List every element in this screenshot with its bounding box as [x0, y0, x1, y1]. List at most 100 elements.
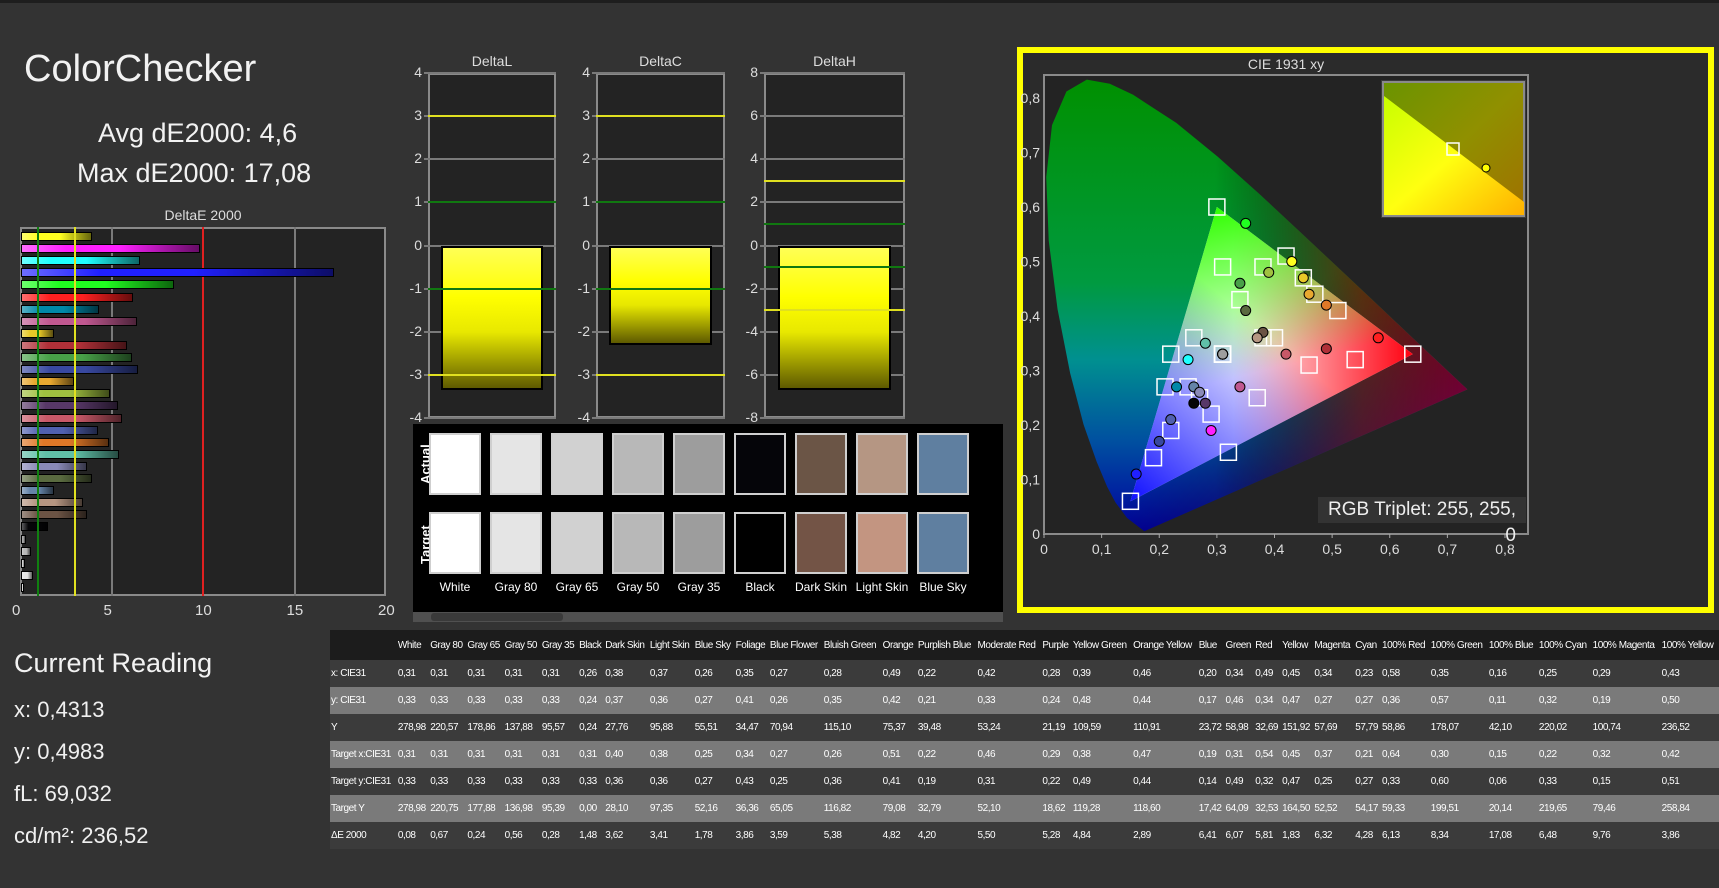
actual-swatch[interactable]	[612, 433, 664, 495]
table-cell: 0,15	[1488, 749, 1507, 760]
actual-point[interactable]	[1263, 266, 1275, 278]
table-cell: 1,83	[1282, 830, 1300, 841]
deltae-bar-purplish-blue	[21, 425, 98, 435]
actual-point[interactable]	[1234, 381, 1246, 393]
actual-point[interactable]	[1171, 381, 1183, 393]
actual-point[interactable]	[1199, 337, 1211, 349]
table-cell: 258,84	[1661, 803, 1690, 814]
table-cell: 64,09	[1225, 803, 1249, 814]
table-cell: 0,60	[1430, 776, 1449, 787]
actual-point[interactable]	[1240, 305, 1252, 317]
table-cell: 6,13	[1382, 830, 1400, 841]
table-cell: 0,48	[1072, 695, 1091, 706]
actual-point[interactable]	[1130, 468, 1142, 480]
actual-point[interactable]	[1320, 299, 1332, 311]
actual-point[interactable]	[1280, 348, 1292, 360]
actual-point[interactable]	[1286, 256, 1298, 267]
actual-swatch[interactable]	[490, 433, 542, 495]
actual-swatch[interactable]	[673, 433, 725, 495]
table-cell: 0,37	[1314, 749, 1333, 760]
table-cell: 0,45	[1282, 749, 1300, 760]
table-cell: 137,88	[504, 722, 533, 733]
target-point	[1231, 290, 1249, 309]
table-cell: 52,16	[694, 803, 718, 814]
actual-point[interactable]	[1251, 332, 1263, 344]
table-cell: 0,22	[917, 668, 936, 679]
top-bar	[0, 0, 1719, 3]
table-cell: 27,76	[605, 722, 629, 733]
table-cell: 0,14	[1198, 776, 1217, 787]
target-swatch[interactable]	[917, 512, 969, 574]
actual-point[interactable]	[1188, 397, 1200, 409]
deltae-bar-orange	[21, 437, 110, 447]
gridline	[592, 158, 725, 161]
actual-point[interactable]	[1153, 435, 1165, 447]
scrollbar-thumb[interactable]	[431, 613, 563, 621]
actual-point[interactable]	[1303, 288, 1315, 300]
target-swatch[interactable]	[673, 512, 725, 574]
table-cell: 2,89	[1133, 830, 1151, 841]
table-cell: 0,49	[882, 668, 901, 679]
table-cell: 5,38	[823, 830, 842, 841]
column-header: 100% Blue	[1488, 639, 1534, 651]
x-tick-label: 0,8	[1495, 541, 1515, 557]
actual-point[interactable]	[1182, 354, 1194, 366]
table-cell: 0,15	[1592, 776, 1611, 787]
x-tick-label: 0	[1040, 541, 1048, 557]
actual-swatch[interactable]	[551, 433, 603, 495]
y-tick-label: -3	[409, 365, 422, 382]
table-cell: 109,59	[1072, 722, 1101, 733]
target-swatch[interactable]	[490, 512, 542, 574]
table-cell: 65,05	[769, 803, 793, 814]
deltae-bar-magenta	[21, 316, 137, 326]
actual-point[interactable]	[1165, 414, 1177, 426]
table-cell: 116,82	[823, 803, 852, 814]
y-tick-label: 0,6	[1021, 199, 1041, 215]
x-tick-label: 0,4	[1265, 541, 1285, 557]
current-luminance: cd/m²: 236,52	[14, 823, 149, 848]
table-cell: 0,44	[1133, 695, 1151, 706]
actual-point[interactable]	[1194, 386, 1206, 398]
row-label: Target Y	[331, 803, 365, 814]
x-tick-label: 0,7	[1438, 541, 1458, 557]
x-tick-label: 0	[12, 602, 21, 619]
actual-point[interactable]	[1297, 272, 1309, 284]
y-tick-label: -8	[745, 409, 758, 425]
target-swatch[interactable]	[795, 512, 847, 574]
actual-point[interactable]	[1199, 397, 1211, 409]
threshold-green-line	[596, 287, 725, 290]
table-cell: 0,24	[467, 830, 486, 841]
actual-swatch[interactable]	[795, 433, 847, 495]
actual-point[interactable]	[1320, 343, 1332, 355]
target-swatch[interactable]	[856, 512, 908, 574]
table-cell: 5,81	[1255, 830, 1273, 841]
current-y: y: 0,4983	[14, 739, 105, 764]
actual-swatch[interactable]	[429, 433, 481, 495]
actual-swatch[interactable]	[856, 433, 908, 495]
actual-point[interactable]	[1217, 348, 1229, 360]
table-cell: 5,28	[1042, 830, 1060, 841]
table-cell: 79,08	[882, 803, 906, 814]
actual-point[interactable]	[1372, 332, 1384, 344]
table-cell: 0,36	[1382, 695, 1400, 706]
actual-swatch[interactable]	[734, 433, 786, 495]
actual-point[interactable]	[1205, 424, 1217, 436]
swatch-scrollbar[interactable]	[413, 612, 1003, 622]
actual-swatch[interactable]	[917, 433, 969, 495]
table-cell: 0,35	[1430, 668, 1449, 679]
target-swatch[interactable]	[734, 512, 786, 574]
gridline	[424, 158, 556, 161]
actual-point[interactable]	[1240, 217, 1252, 229]
target-swatch[interactable]	[612, 512, 664, 574]
row-label: y: CIE31	[331, 695, 366, 706]
current-reading-title: Current Reading	[14, 648, 213, 678]
table-cell: 220,02	[1538, 722, 1567, 733]
target-swatch[interactable]	[429, 512, 481, 574]
target-swatch[interactable]	[551, 512, 603, 574]
threshold-yellow-line	[73, 227, 76, 596]
table-row: y: CIE31 0,33 0,33 0,33 0,33 0,33 0,24 0,37 0,36…	[330, 687, 1719, 714]
actual-point[interactable]	[1234, 277, 1246, 289]
y-tick-label: -6	[745, 365, 758, 382]
table-cell: 0,56	[504, 830, 523, 841]
column-header: Light Skin	[649, 639, 690, 651]
